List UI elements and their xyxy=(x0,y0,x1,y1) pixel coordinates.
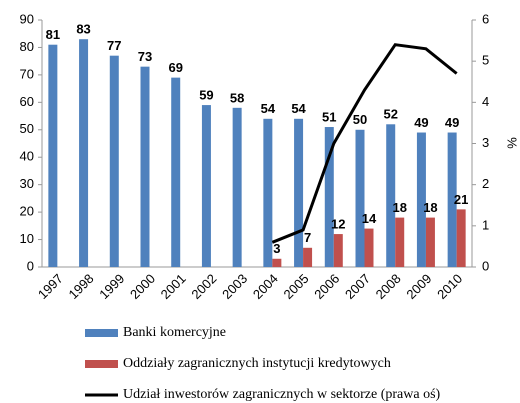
x-tick-label: 2008 xyxy=(373,271,404,302)
bar xyxy=(324,127,334,268)
y-tick-label: 90 xyxy=(20,11,34,26)
data-label: 58 xyxy=(230,90,244,105)
x-tick-label: 2003 xyxy=(219,271,250,302)
data-label: 81 xyxy=(46,27,60,42)
bar xyxy=(447,132,457,267)
bar xyxy=(355,129,365,267)
y-tick-label: 0 xyxy=(27,258,34,273)
legend-label: Banki komercyjne xyxy=(123,325,226,340)
bar xyxy=(333,234,343,267)
y-tick-label: 60 xyxy=(20,94,34,109)
data-label: 69 xyxy=(168,60,182,75)
line xyxy=(271,43,458,244)
legend-marker xyxy=(85,360,118,368)
bar xyxy=(272,258,282,267)
x-tick-label: 2000 xyxy=(127,271,158,302)
x-tick-label: 2002 xyxy=(188,271,219,302)
y2-tick-label: 3 xyxy=(482,135,489,150)
data-label: 77 xyxy=(107,38,121,53)
y2-tick-label: 0 xyxy=(482,258,489,273)
x-tick-label: 2009 xyxy=(403,271,434,302)
bar xyxy=(386,124,396,268)
data-label: 73 xyxy=(138,49,152,64)
legend-label: Oddziały zagranicznych instytucji kredyt… xyxy=(123,356,391,371)
bar xyxy=(232,107,242,267)
y-tick-label: 80 xyxy=(20,39,34,54)
bar xyxy=(364,228,374,267)
y2-tick-label: 6 xyxy=(482,11,489,26)
bar xyxy=(109,55,119,267)
y2-tick-label: 5 xyxy=(482,53,489,68)
data-label: 52 xyxy=(383,107,397,122)
y-tick-label: 30 xyxy=(20,176,34,191)
bar xyxy=(201,105,211,267)
bar xyxy=(395,217,405,267)
data-label: 18 xyxy=(423,200,437,215)
data-label: 49 xyxy=(445,115,459,130)
data-label: 54 xyxy=(261,101,276,116)
y-tick-label: 10 xyxy=(20,231,34,246)
data-label: 7 xyxy=(304,230,311,245)
data-label: 12 xyxy=(331,217,345,232)
x-tick-label: 2004 xyxy=(250,271,281,302)
data-label: 59 xyxy=(199,88,213,103)
bar xyxy=(294,118,304,267)
x-tick-label: 2001 xyxy=(158,271,189,302)
bar xyxy=(171,77,181,267)
bar xyxy=(303,247,313,267)
legend-label: Udział inwestorów zagranicznych w sektor… xyxy=(123,387,441,402)
bar xyxy=(79,39,89,267)
legend-marker xyxy=(85,329,118,337)
x-tick-label: 1997 xyxy=(35,271,66,302)
bar xyxy=(140,66,150,268)
bar xyxy=(48,44,58,268)
x-tick-label: 1998 xyxy=(66,271,97,302)
x-tick-label: 2006 xyxy=(311,271,342,302)
bar xyxy=(263,118,273,267)
y-tick-label: 20 xyxy=(20,204,34,219)
x-tick-label: 1999 xyxy=(96,271,127,302)
data-label: 14 xyxy=(362,211,377,226)
bar xyxy=(416,132,426,267)
data-label: 21 xyxy=(454,192,468,207)
data-label: 18 xyxy=(392,200,406,215)
bar xyxy=(425,217,435,267)
y-tick-label: 40 xyxy=(20,149,34,164)
y-tick-label: 70 xyxy=(20,66,34,81)
x-tick-label: 2005 xyxy=(281,271,312,302)
data-label: 83 xyxy=(76,22,90,37)
x-tick-label: 2010 xyxy=(434,271,465,302)
data-label: 3 xyxy=(273,241,280,256)
y2-tick-label: 1 xyxy=(482,217,489,232)
data-label: 51 xyxy=(322,109,336,124)
y-tick-label: 50 xyxy=(20,121,34,136)
x-tick-label: 2007 xyxy=(342,271,373,302)
bar xyxy=(456,209,466,267)
data-label: 54 xyxy=(291,101,306,116)
y2-tick-label: 2 xyxy=(482,176,489,191)
y2-tick-label: 4 xyxy=(482,94,489,109)
data-label: 49 xyxy=(414,115,428,130)
y2-axis-label: % xyxy=(504,137,519,149)
data-label: 50 xyxy=(353,112,367,127)
